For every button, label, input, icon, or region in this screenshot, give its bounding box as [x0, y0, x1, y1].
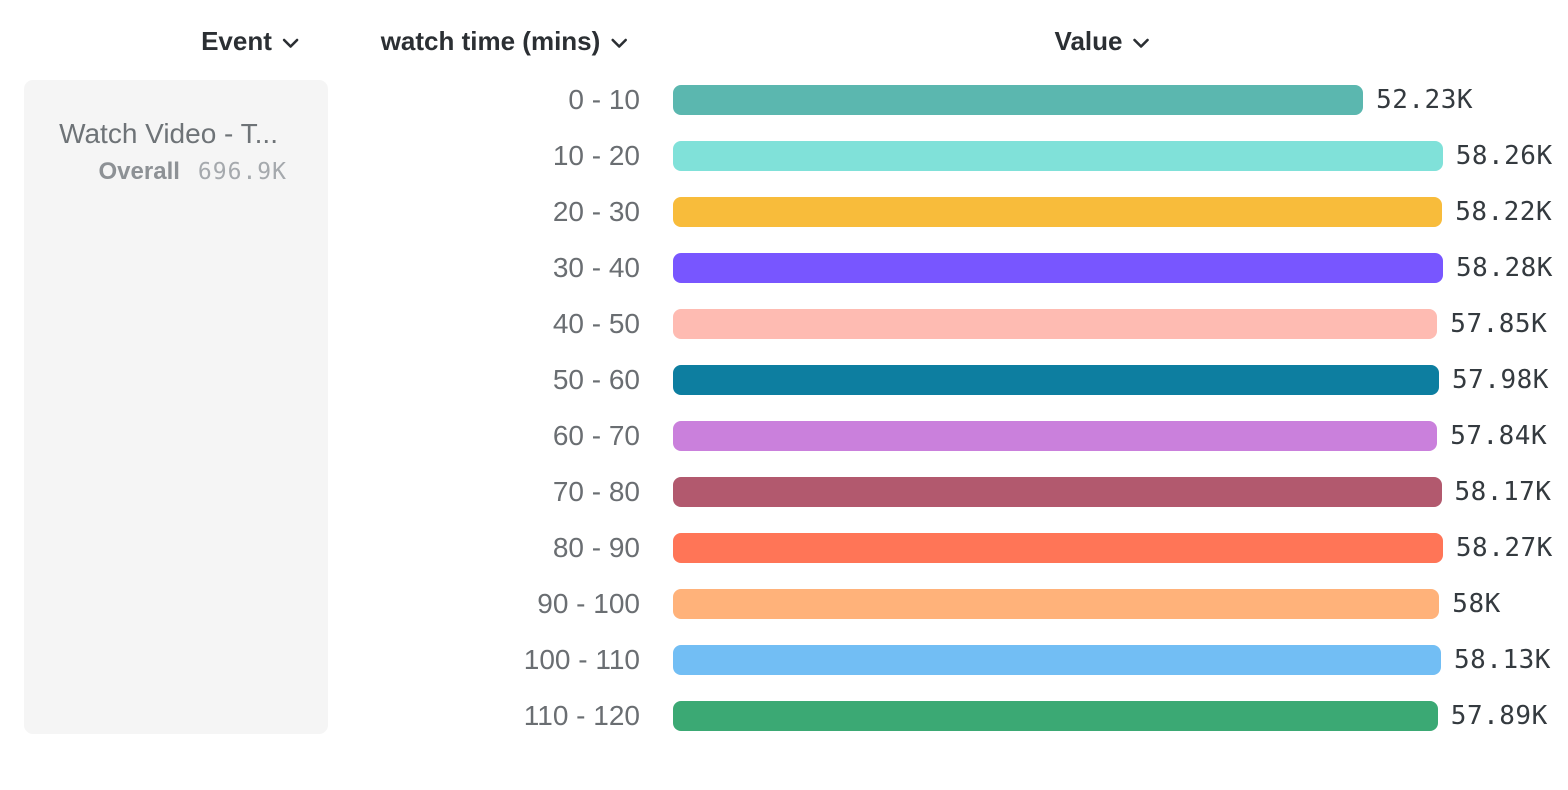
- value-label: 57.84K: [1450, 421, 1548, 451]
- overall-label: Overall: [98, 158, 180, 186]
- value-label: 58K: [1452, 589, 1501, 619]
- value-label: 58.22K: [1455, 197, 1553, 227]
- breakdown-column-dropdown[interactable]: watch time (mins): [381, 26, 628, 57]
- bar[interactable]: [673, 141, 1443, 171]
- bar[interactable]: [673, 477, 1442, 507]
- breakdown-column-label: watch time (mins): [380, 26, 601, 56]
- value-label: 57.89K: [1450, 701, 1548, 731]
- event-card: Watch Video - T... Overall 696.9K: [24, 80, 328, 734]
- bar[interactable]: [673, 365, 1439, 395]
- chevron-down-icon: [1132, 38, 1149, 49]
- chart-row: 20 - 30 58.22K: [0, 184, 1568, 240]
- bar[interactable]: [673, 701, 1438, 731]
- bar[interactable]: [673, 309, 1438, 339]
- event-name[interactable]: Watch Video - T...: [59, 118, 278, 149]
- category-label: 110 - 120: [523, 700, 640, 731]
- value-label: 58.13K: [1454, 645, 1551, 675]
- event-column-label: Event: [201, 26, 272, 56]
- chevron-down-icon: [610, 38, 627, 49]
- category-label: 100 - 110: [523, 644, 640, 675]
- category-label: 50 - 60: [552, 364, 640, 395]
- value-label: 58.26K: [1455, 141, 1553, 171]
- category-label: 80 - 90: [552, 532, 640, 563]
- category-label: 40 - 50: [552, 308, 640, 339]
- bar-chart: 0 - 10 52.23K 10 - 20 58.26K 20 - 30 58.…: [0, 72, 1568, 744]
- event-column-dropdown[interactable]: Event: [201, 26, 299, 57]
- value-label: 52.23K: [1376, 85, 1474, 115]
- category-label: 70 - 80: [552, 476, 640, 507]
- overall-row: Overall 696.9K: [24, 158, 328, 186]
- chart-row: 80 - 90 58.27K: [0, 520, 1568, 576]
- category-label: 60 - 70: [552, 420, 640, 451]
- chart-row: 50 - 60 57.98K: [0, 352, 1568, 408]
- chart-row: 100 - 110 58.13K: [0, 632, 1568, 688]
- overall-value: 696.9K: [197, 159, 287, 186]
- value-label: 58.28K: [1456, 253, 1553, 283]
- value-label: 57.98K: [1452, 365, 1549, 395]
- value-column-label: Value: [1054, 26, 1123, 56]
- chart-row: 10 - 20 58.26K: [0, 128, 1568, 184]
- bar[interactable]: [673, 197, 1443, 227]
- bar[interactable]: [673, 533, 1443, 563]
- value-label: 58.17K: [1454, 477, 1552, 507]
- value-label: 57.85K: [1450, 309, 1548, 339]
- chevron-down-icon: [282, 38, 299, 49]
- chart-row: 60 - 70 57.84K: [0, 408, 1568, 464]
- category-label: 10 - 20: [552, 140, 640, 171]
- chart-row: 110 - 120 57.89K: [0, 688, 1568, 744]
- bar[interactable]: [673, 85, 1364, 115]
- chart-row: 30 - 40 58.28K: [0, 240, 1568, 296]
- chart-row: 0 - 10 52.23K: [0, 72, 1568, 128]
- category-label: 20 - 30: [552, 196, 640, 227]
- chart-row: 90 - 100 58K: [0, 576, 1568, 632]
- bar[interactable]: [673, 589, 1440, 619]
- chart-row: 70 - 80 58.17K: [0, 464, 1568, 520]
- category-label: 30 - 40: [552, 252, 640, 283]
- category-label: 90 - 100: [537, 588, 640, 619]
- chart-row: 40 - 50 57.85K: [0, 296, 1568, 352]
- value-column-dropdown[interactable]: Value: [1055, 26, 1150, 57]
- bar[interactable]: [673, 645, 1441, 675]
- bar[interactable]: [673, 421, 1438, 451]
- value-label: 58.27K: [1455, 533, 1553, 563]
- bar[interactable]: [673, 253, 1443, 283]
- category-label: 0 - 10: [568, 84, 640, 115]
